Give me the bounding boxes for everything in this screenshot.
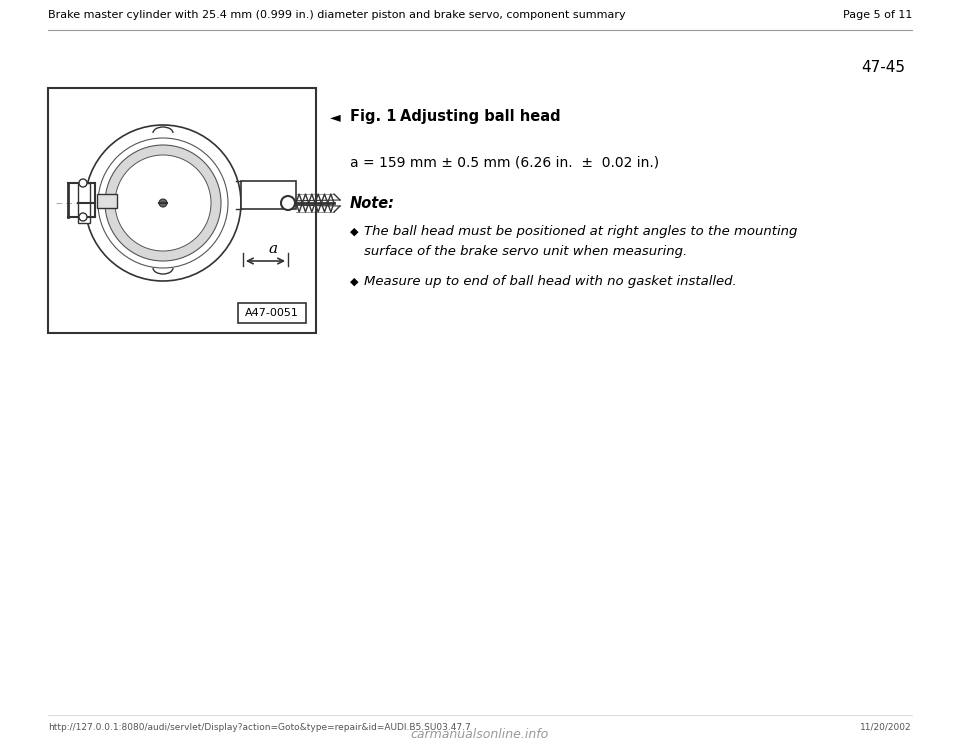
Text: carmanualsonline.info: carmanualsonline.info [411,729,549,741]
Circle shape [98,138,228,268]
Circle shape [115,155,211,251]
Text: Note:: Note: [350,195,395,211]
Text: Brake master cylinder with 25.4 mm (0.999 in.) diameter piston and brake servo, : Brake master cylinder with 25.4 mm (0.99… [48,10,626,20]
Circle shape [281,196,295,210]
Circle shape [85,125,241,281]
Text: 11/20/2002: 11/20/2002 [860,723,912,732]
Bar [97,194,117,208]
Bar [48,88,316,333]
Text: a = 159 mm ± 0.5 mm (6.26 in.  ±  0.02 in.): a = 159 mm ± 0.5 mm (6.26 in. ± 0.02 in.… [350,155,660,169]
Text: ◄: ◄ [329,110,340,124]
Text: The ball head must be positioned at right angles to the mounting: The ball head must be positioned at righ… [364,226,798,238]
Text: 47-45: 47-45 [861,61,905,76]
Text: a: a [269,242,278,256]
Text: Adjusting ball head: Adjusting ball head [400,110,561,125]
Text: surface of the brake servo unit when measuring.: surface of the brake servo unit when mea… [364,246,687,258]
Circle shape [79,213,87,221]
Text: Page 5 of 11: Page 5 of 11 [843,10,912,20]
Text: ◆: ◆ [350,227,358,237]
Text: Fig. 1: Fig. 1 [350,110,396,125]
Bar [241,181,296,209]
Text: A47-0051: A47-0051 [245,308,299,318]
Bar [238,303,306,323]
Circle shape [79,179,87,187]
Circle shape [159,199,167,207]
Text: ◆: ◆ [350,277,358,287]
Circle shape [105,145,221,261]
Bar [78,183,90,223]
Text: http://127.0.0.1:8080/audi/servlet/Display?action=Goto&type=repair&id=AUDI.B5.SU: http://127.0.0.1:8080/audi/servlet/Displ… [48,723,470,732]
Text: Measure up to end of ball head with no gasket installed.: Measure up to end of ball head with no g… [364,275,736,289]
